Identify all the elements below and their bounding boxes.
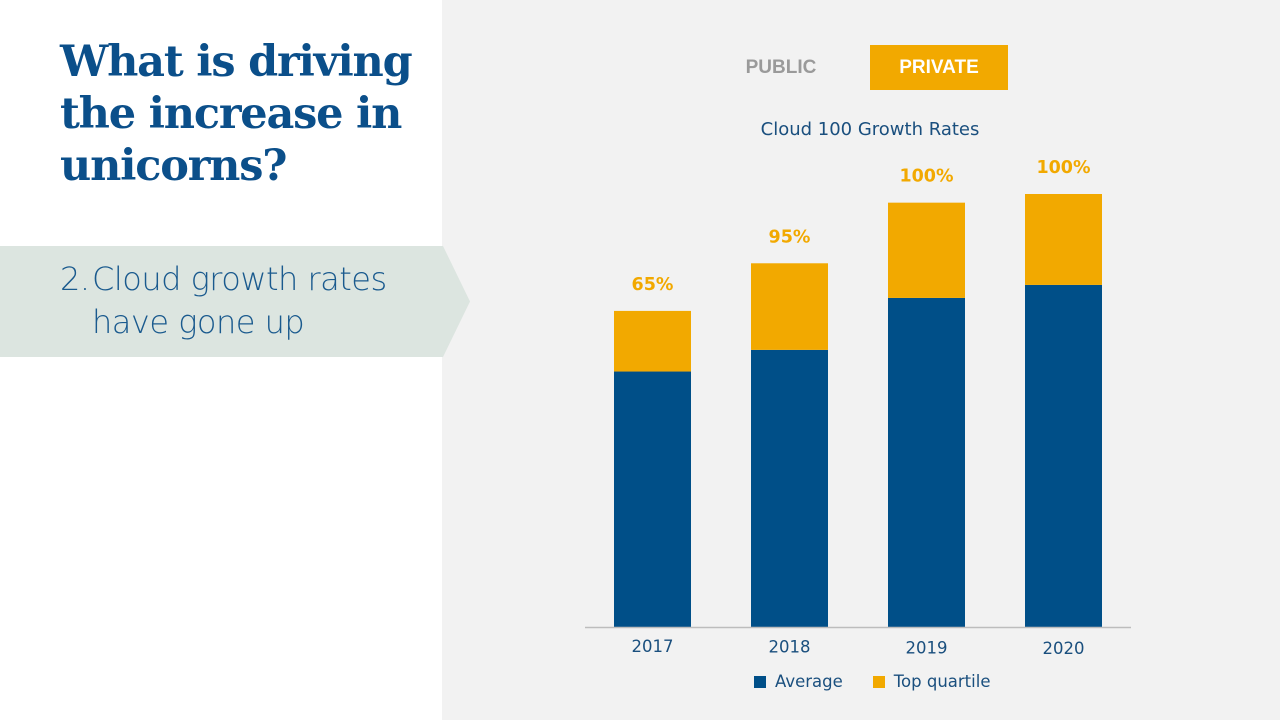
bar-average-2020 [1025,284,1102,627]
legend-item-average: Average [754,672,843,691]
bar-average-2018 [751,349,828,627]
legend-label-average: Average [775,672,843,691]
bar-top-quartile-2017 [614,310,691,372]
banner-arrow-shape [0,246,470,357]
data-label-2018: 95% [769,227,811,247]
data-label-2020: 100% [1036,158,1090,178]
point-number: 2. [60,260,90,298]
bar-average-2017 [614,371,691,627]
legend-label-top-quartile: Top quartile [893,672,991,691]
bar-top-quartile-2019 [888,202,965,298]
left-panel [0,0,442,720]
bar-average-2019 [888,297,965,627]
legend-swatch-average [754,675,766,688]
point-line-1: Cloud growth rates [92,260,387,298]
point-line-2: have gone up [92,303,305,341]
data-label-2017: 65% [632,275,674,295]
slide-title: What is driving the increase in unicorns… [60,37,413,191]
legend-item-top-quartile: Top quartile [872,672,991,691]
data-labels: 65% 95% 100% 100% [632,158,1091,295]
legend-swatch-top-quartile [872,675,885,688]
chart-title: Cloud 100 Growth Rates [760,119,980,140]
x-tick-label-2019: 2019 [906,638,948,657]
x-tick-label-2018: 2018 [769,638,811,657]
x-tick-labels: 2017 2018 2019 2020 [632,637,1085,658]
public-toggle-button[interactable]: PUBLIC [745,56,817,78]
bars-group [614,194,1102,627]
chart-legend: Average Top quartile [754,672,1020,691]
key-point-banner [0,246,470,357]
bar-top-quartile-2018 [751,263,828,350]
chart-panel [442,0,1280,720]
key-point-text: 2.Cloud growth rates have gone up [60,258,387,344]
bar-top-quartile-2020 [1025,194,1102,285]
x-tick-label-2020: 2020 [1043,639,1085,658]
private-toggle-button[interactable]: PRIVATE [870,45,1008,90]
data-label-2019: 100% [899,167,953,187]
x-tick-label-2017: 2017 [632,637,674,656]
